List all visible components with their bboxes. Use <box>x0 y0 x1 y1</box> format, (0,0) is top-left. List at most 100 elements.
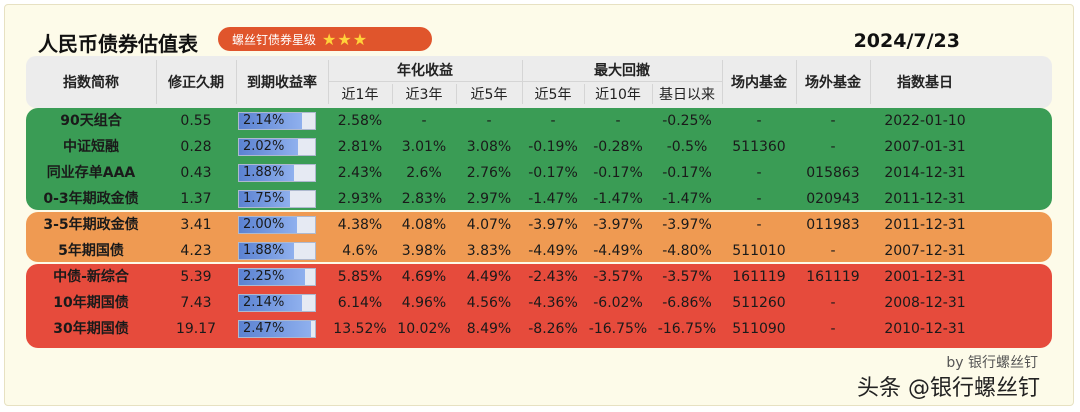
cell-etf: 511260 <box>732 295 786 311</box>
header-divider <box>328 60 329 104</box>
cell-base: 2011-12-31 <box>884 217 966 233</box>
cell-r5: 3.83% <box>466 243 512 259</box>
cell-dbase: -0.17% <box>662 165 712 181</box>
cell-dbase: -1.47% <box>662 191 712 207</box>
cell-base: 2022-01-10 <box>884 113 966 129</box>
cell-d5: -2.43% <box>528 269 578 285</box>
cell-name: 5年期国债 <box>58 243 124 259</box>
header-etf: 场内基金 <box>731 75 787 91</box>
cell-duration: 7.43 <box>180 295 212 311</box>
cell-otc: - <box>830 243 836 259</box>
header-otc: 场外基金 <box>805 75 861 91</box>
ytm-bar: 2.14% <box>238 112 316 130</box>
header-ret-1y: 近1年 <box>341 87 379 103</box>
cell-duration: 5.39 <box>180 269 212 285</box>
header-divider <box>796 60 797 104</box>
header-divider <box>456 84 457 104</box>
ytm-bar: 1.88% <box>238 164 316 182</box>
cell-name: 中债-新综合 <box>53 269 129 285</box>
cell-etf: - <box>756 191 762 207</box>
header-divider <box>156 60 157 104</box>
cell-d10: -4.49% <box>593 243 643 259</box>
header-base-date: 指数基日 <box>897 75 953 91</box>
cell-d10: -3.57% <box>593 269 643 285</box>
cell-r5: 4.56% <box>466 295 512 311</box>
ytm-bar-fill <box>239 243 294 259</box>
cell-otc: - <box>830 113 836 129</box>
cell-dbase: -16.75% <box>657 321 717 337</box>
header-ret-5y: 近5年 <box>470 87 508 103</box>
cell-dbase: -3.57% <box>662 269 712 285</box>
cell-base: 2014-12-31 <box>884 165 966 181</box>
header-divider <box>392 84 393 104</box>
cell-d5: -3.97% <box>528 217 578 233</box>
cell-d10: -0.28% <box>593 139 643 155</box>
cell-ytm: 2.47% <box>243 321 285 336</box>
cell-r3: - <box>421 113 427 129</box>
ytm-bar: 1.75% <box>238 190 316 208</box>
cell-duration: 0.55 <box>180 113 212 129</box>
cell-base: 2007-01-31 <box>884 139 966 155</box>
ytm-bar: 2.25% <box>238 268 316 286</box>
cell-d10: -3.97% <box>593 217 643 233</box>
cell-d5: -0.17% <box>528 165 578 181</box>
cell-base: 2011-12-31 <box>884 191 966 207</box>
cell-r1: 5.85% <box>337 269 383 285</box>
cell-ytm: 1.88% <box>243 165 285 180</box>
band-long-term <box>26 264 1052 348</box>
ytm-bar: 2.02% <box>238 138 316 156</box>
cell-r5: 3.08% <box>466 139 512 155</box>
table-row: 3-5年期政金债 3.41 4.38% 4.08% 4.07% -3.97% -3.97% -… <box>26 212 1052 238</box>
cell-ytm: 2.25% <box>243 269 285 284</box>
cell-name: 90天组合 <box>60 113 122 129</box>
cell-d10: -0.17% <box>593 165 643 181</box>
cell-dbase: -3.97% <box>662 217 712 233</box>
cell-d5: -0.19% <box>528 139 578 155</box>
cell-r3: 2.6% <box>406 165 442 181</box>
cell-r3: 10.02% <box>397 321 451 337</box>
header-divider <box>236 60 237 104</box>
cell-dbase: -4.80% <box>662 243 712 259</box>
header-divider <box>522 60 523 104</box>
cell-name: 同业存单AAA <box>46 165 136 181</box>
cell-ytm: 2.14% <box>243 295 285 310</box>
cell-r1: 2.93% <box>337 191 383 207</box>
cell-duration: 3.41 <box>180 217 212 233</box>
cell-base: 2010-12-31 <box>884 321 966 337</box>
header-divider <box>328 81 722 82</box>
watermark-by: by 银行螺丝钉 <box>946 355 1038 371</box>
cell-ytm: 2.02% <box>243 139 285 154</box>
header-divider <box>652 84 653 104</box>
cell-dbase: -0.25% <box>662 113 712 129</box>
cell-duration: 0.43 <box>180 165 212 181</box>
cell-r3: 4.08% <box>401 217 447 233</box>
cell-otc: - <box>830 139 836 155</box>
cell-name: 30年期国债 <box>53 321 129 337</box>
ytm-bar: 2.14% <box>238 294 316 312</box>
header-index-name: 指数简称 <box>63 75 119 91</box>
header-divider <box>870 60 871 104</box>
ytm-bar-fill <box>239 217 298 233</box>
cell-dbase: -6.86% <box>662 295 712 311</box>
cell-otc: 011983 <box>806 217 860 233</box>
cell-base: 2007-12-31 <box>884 243 966 259</box>
table-row: 90天组合 0.55 2.58% - - - - -0.25% - - 2022-01-10 2.14… <box>26 108 1052 134</box>
header-dd-base: 基日以来 <box>659 87 715 103</box>
table-header <box>26 56 1052 108</box>
cell-etf: 511090 <box>732 321 786 337</box>
cell-r5: - <box>486 113 492 129</box>
table-row: 30年期国债 19.17 13.52% 10.02% 8.49% -8.26% -16.75… <box>26 316 1052 342</box>
cell-d5: - <box>550 113 556 129</box>
cell-name: 3-5年期政金债 <box>43 217 139 233</box>
cell-ytm: 1.75% <box>243 191 285 206</box>
cell-r1: 6.14% <box>337 295 383 311</box>
table-row: 5年期国债 4.23 4.6% 3.98% 3.83% -4.49% -4.49% -4.80… <box>26 238 1052 264</box>
cell-r5: 4.49% <box>466 269 512 285</box>
table-row: 0-3年期政金债 1.37 2.93% 2.83% 2.97% -1.47% -1.47% -… <box>26 186 1052 212</box>
ytm-bar: 2.00% <box>238 216 316 234</box>
header-annual-return: 年化收益 <box>397 63 453 79</box>
cell-otc: - <box>830 321 836 337</box>
cell-otc: 015863 <box>806 165 860 181</box>
ytm-bar: 1.88% <box>238 242 316 260</box>
cell-etf: 511010 <box>732 243 786 259</box>
